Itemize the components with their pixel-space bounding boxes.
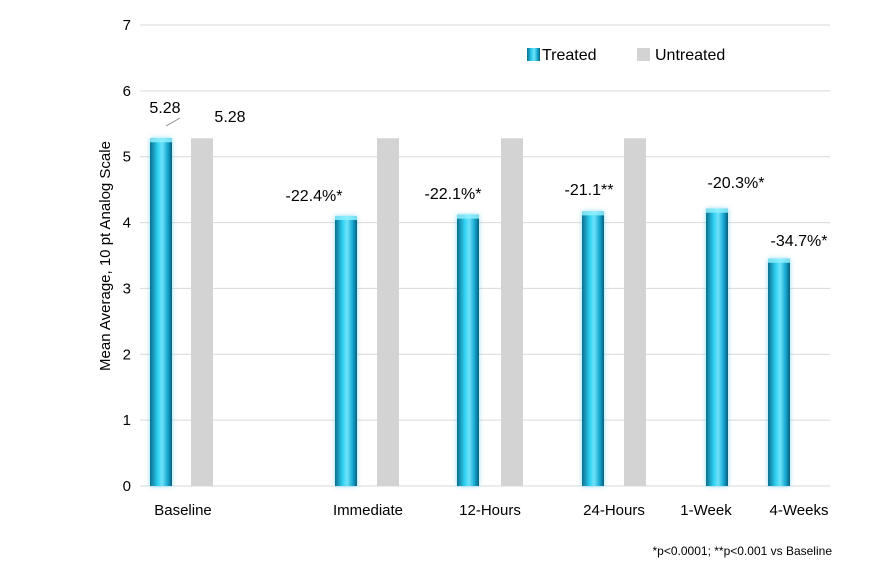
data-labels: 5.28 -22.4%* -22.1%* -21.1** -20.3%* -34.7%* 5…	[149, 100, 827, 250]
y-tick-label: 0	[123, 478, 131, 495]
bar-untreated-immediate	[377, 138, 399, 486]
bar-treated-body	[768, 258, 790, 486]
bar-treated-body	[335, 215, 357, 486]
bar-treated-cap	[706, 208, 728, 213]
bar-treated-baseline	[150, 138, 172, 486]
legend-swatch-untreated	[637, 48, 650, 61]
data-label-treated: -21.1**	[565, 182, 614, 199]
x-tick-label: 12-Hours	[459, 502, 521, 519]
x-tick-label: Baseline	[154, 502, 212, 519]
bar-treated-body	[706, 208, 728, 486]
bar-treated-4-weeks	[768, 258, 790, 486]
y-tick-label: 5	[123, 149, 131, 166]
legend-swatch-treated	[527, 48, 540, 61]
footnote: *p<0.0001; **p<0.001 vs Baseline	[653, 544, 833, 558]
data-label-treated: -22.4%*	[286, 188, 343, 205]
data-label-treated: -34.7%*	[771, 233, 828, 250]
data-label-treated: -20.3%*	[708, 175, 765, 192]
data-label-treated: -22.1%*	[425, 186, 482, 203]
bar-treated-body	[457, 214, 479, 486]
y-axis-label: Mean Average, 10 pt Analog Scale	[97, 141, 114, 371]
y-tick-label: 1	[123, 412, 131, 429]
x-axis-ticks: Baseline Immediate 12-Hours 24-Hours 1-Week 4…	[154, 502, 828, 519]
data-label-untreated: 5.28	[214, 109, 245, 126]
x-tick-label: Immediate	[333, 502, 403, 519]
y-tick-label: 4	[123, 215, 131, 232]
x-tick-label: 4-Weeks	[770, 502, 829, 519]
y-tick-label: 6	[123, 83, 131, 100]
bar-treated-cap	[582, 211, 604, 216]
legend-label-treated: Treated	[542, 47, 597, 64]
x-tick-label: 1-Week	[680, 502, 732, 519]
bar-untreated-baseline	[191, 138, 213, 486]
bar-untreated-24-hours	[624, 138, 646, 486]
gridlines	[140, 24, 830, 487]
x-tick-label: 24-Hours	[583, 502, 645, 519]
legend-label-untreated: Untreated	[655, 47, 725, 64]
bar-treated-cap	[335, 215, 357, 220]
bar-untreated-12-hours	[501, 138, 523, 486]
bar-treated-cap	[457, 214, 479, 219]
bar-treated-12-hours	[457, 214, 479, 486]
y-tick-label: 2	[123, 346, 131, 363]
bar-treated-body	[582, 211, 604, 486]
data-label-treated: 5.28	[149, 100, 180, 117]
y-tick-label: 3	[123, 280, 131, 297]
bar-treated-cap	[768, 258, 790, 263]
legend-item-untreated: Untreated	[637, 47, 725, 64]
y-axis-ticks: 0 1 2 3 4 5 6 7	[123, 17, 131, 495]
bar-treated-body	[150, 138, 172, 486]
bar-treated-24-hours	[582, 211, 604, 486]
label-leader-line	[165, 117, 181, 127]
bar-treated-1-week	[706, 208, 728, 486]
bars	[150, 138, 790, 486]
bar-treated-cap	[150, 138, 172, 143]
legend-item-treated: Treated	[527, 47, 597, 64]
legend: Treated Untreated	[527, 47, 725, 64]
bar-treated-immediate	[335, 215, 357, 486]
y-tick-label: 7	[123, 17, 131, 34]
